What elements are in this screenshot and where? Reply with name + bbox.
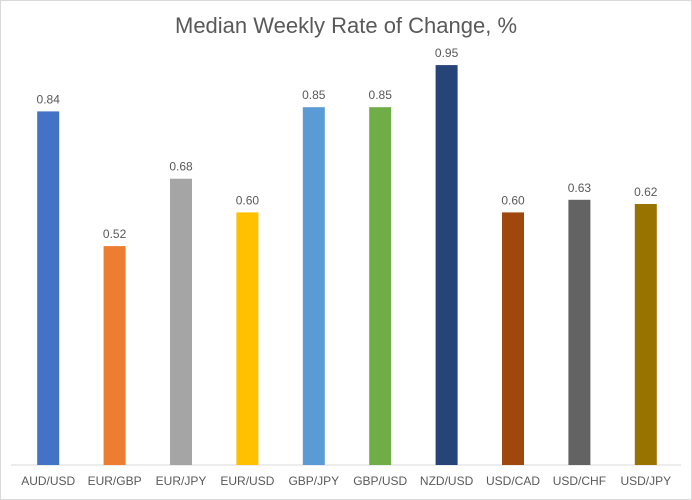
x-tick-label: EUR/USD bbox=[220, 474, 274, 488]
bar-eur-jpy bbox=[170, 178, 192, 465]
x-tick-label: GBP/JPY bbox=[288, 474, 339, 488]
data-labels-group: 0.84 0.52 0.68 0.60 0.85 0.85 0.95 0.60 0.63 0.62 bbox=[37, 46, 658, 241]
data-label: 0.68 bbox=[169, 160, 193, 174]
x-tick-label: EUR/GBP bbox=[88, 474, 142, 488]
bar-eur-usd bbox=[236, 212, 259, 465]
bar-usd-chf bbox=[568, 199, 591, 466]
bar-usd-cad bbox=[502, 212, 524, 465]
bar-aud-usd bbox=[37, 111, 60, 466]
chart-title: Median Weekly Rate of Change, % bbox=[175, 13, 517, 38]
data-label: 0.60 bbox=[501, 193, 525, 207]
x-tick-label: GBP/USD bbox=[353, 474, 407, 488]
x-tick-labels-group: AUD/USD EUR/GBP EUR/JPY EUR/USD GBP/JPY GBP/U… bbox=[21, 474, 671, 488]
bar-eur-gbp bbox=[103, 246, 126, 465]
data-label: 0.85 bbox=[369, 88, 393, 102]
data-label: 0.62 bbox=[634, 185, 658, 199]
x-tick-label: AUD/USD bbox=[21, 474, 75, 488]
data-label: 0.60 bbox=[236, 193, 260, 207]
data-label: 0.63 bbox=[568, 181, 592, 195]
bar-gbp-jpy bbox=[302, 107, 325, 465]
data-label: 0.85 bbox=[302, 88, 326, 102]
bar-usd-jpy bbox=[634, 204, 657, 465]
x-tick-label: USD/CAD bbox=[486, 474, 540, 488]
x-tick-label: EUR/JPY bbox=[156, 474, 207, 488]
bar-gbp-usd bbox=[369, 107, 392, 465]
x-tick-label: USD/CHF bbox=[553, 474, 606, 488]
x-tick-label: NZD/USD bbox=[420, 474, 474, 488]
data-label: 0.84 bbox=[37, 92, 61, 106]
bars-group bbox=[37, 65, 657, 466]
bar-nzd-usd bbox=[435, 65, 458, 465]
data-label: 0.52 bbox=[103, 227, 127, 241]
x-tick-label: USD/JPY bbox=[620, 474, 671, 488]
data-label: 0.95 bbox=[435, 46, 459, 60]
